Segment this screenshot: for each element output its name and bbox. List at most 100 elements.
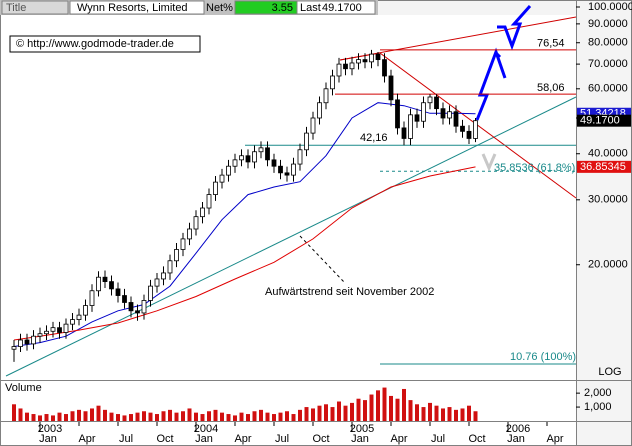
candle-body <box>414 114 420 122</box>
annotation: Aufwärtstrend seit November 2002 <box>265 286 434 298</box>
candle-body <box>453 111 459 127</box>
volume-bar <box>226 414 231 421</box>
volume-bar <box>129 414 133 421</box>
volume-bar <box>148 412 153 421</box>
x-tick-label: Apr <box>546 433 563 445</box>
projection-arrow <box>475 5 532 121</box>
candle-body <box>37 333 43 337</box>
volume-bar <box>168 409 172 421</box>
projection-arrow <box>481 153 497 172</box>
x-tick-label: Jul <box>119 433 133 445</box>
candle-body <box>382 59 387 77</box>
candle-body <box>271 159 277 167</box>
volume-bar <box>304 407 309 421</box>
year-label: 2003 <box>38 423 62 435</box>
candle-body <box>44 330 49 335</box>
candle-body <box>206 194 212 209</box>
candle-body <box>317 102 322 119</box>
volume-label: Volume <box>5 382 42 394</box>
volume-bar <box>421 407 426 421</box>
price-label-box <box>577 114 631 127</box>
candle-body <box>18 339 23 347</box>
price-label: 49.1700 <box>580 115 620 127</box>
moving-average <box>13 166 476 341</box>
candle-body <box>440 108 446 119</box>
candle-body <box>336 63 342 77</box>
candle-body <box>102 276 108 283</box>
candle-body <box>427 96 433 104</box>
candle-body <box>187 228 192 240</box>
candle-body <box>401 127 407 139</box>
candle-body <box>356 59 361 64</box>
candle-body <box>252 151 257 163</box>
copyright: © http://www.godmode-trader.de <box>16 38 174 50</box>
volume-bar <box>441 408 445 421</box>
volume-bar <box>96 405 101 421</box>
candle-body <box>388 75 394 101</box>
volume-bar <box>155 414 159 421</box>
candle-body <box>154 278 160 287</box>
volume-bar <box>194 412 198 421</box>
volume-bar <box>311 408 315 421</box>
candle-body <box>174 249 179 262</box>
candle-body <box>473 120 478 139</box>
candle-body <box>76 314 82 320</box>
volume-bar <box>90 408 94 421</box>
volume-bar <box>337 401 341 421</box>
candle-body <box>11 346 17 350</box>
volume-bar <box>473 411 478 421</box>
candle-body <box>83 305 88 316</box>
volume-bar <box>356 398 361 421</box>
x-tick-label: Oct <box>468 433 485 445</box>
year-label: 2004 <box>194 423 218 435</box>
level-label: 42,16 <box>360 132 388 144</box>
volume-bar <box>363 400 367 421</box>
volume-bar <box>135 412 140 421</box>
x-tick-label: Jul <box>275 433 289 445</box>
candle-body <box>466 130 472 139</box>
candle-body <box>447 111 452 119</box>
annotation-pointer <box>299 235 345 283</box>
volume-bar <box>116 414 120 421</box>
volume-bar <box>285 411 289 421</box>
candle-body <box>304 132 309 151</box>
volume-bar <box>460 408 465 421</box>
volume-bar <box>77 409 81 421</box>
y-tick-label: 60.0000 <box>588 83 628 95</box>
x-tick-label: Jan <box>507 433 525 445</box>
header-name: Wynn Resorts, Limited <box>77 2 188 14</box>
volume-bar <box>298 409 302 421</box>
candle-body <box>24 339 30 345</box>
volume-bar <box>70 411 75 421</box>
x-tick-label: Jan <box>39 433 57 445</box>
level-label: 10.76 (100%) <box>510 351 576 363</box>
candle-body <box>245 155 251 163</box>
volume-bar <box>18 408 23 421</box>
volume-bar <box>252 411 257 421</box>
volume-bar <box>187 408 192 421</box>
volume-bar <box>376 390 380 421</box>
candle-body <box>395 99 400 129</box>
candle-body <box>258 147 264 153</box>
candle-body <box>226 165 231 176</box>
volume-bar <box>207 411 211 421</box>
candle-body <box>115 288 121 296</box>
volume-bar <box>142 411 146 421</box>
y-tick-label: 90.0000 <box>588 18 628 30</box>
volume-bar <box>200 414 205 421</box>
volume-bar <box>454 409 458 421</box>
volume-bar <box>64 414 68 421</box>
candle-body <box>128 302 134 312</box>
volume-bar <box>343 405 348 421</box>
candle-body <box>434 96 439 110</box>
volume-bar <box>350 402 354 421</box>
price-panel <box>1 15 576 380</box>
candle-body <box>421 102 426 122</box>
candle-body <box>369 53 374 63</box>
volume-bar <box>233 415 237 421</box>
volume-bar <box>402 388 406 421</box>
candle-body <box>63 323 69 333</box>
x-tick-label: Jan <box>351 433 369 445</box>
volume-bar <box>434 405 439 421</box>
volume-bar <box>369 394 374 421</box>
